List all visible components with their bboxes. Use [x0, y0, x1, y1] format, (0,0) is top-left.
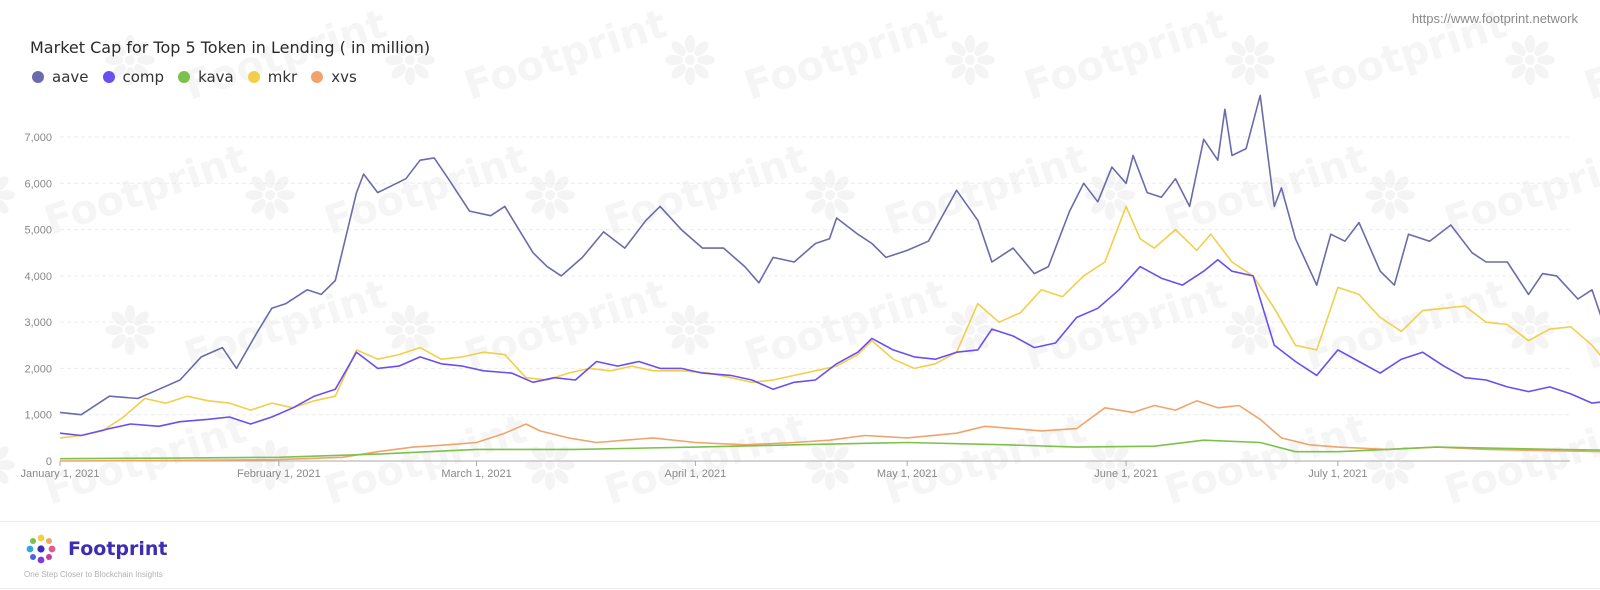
x-tick-label: January 1, 2021 — [21, 468, 100, 480]
x-tick-label: April 1, 2021 — [665, 468, 727, 480]
y-tick-label: 4,000 — [24, 271, 52, 283]
series-line-aave[interactable] — [59, 94, 1600, 416]
chart-legend: aave comp kava mkr xvs — [32, 68, 357, 86]
legend-dot-kava — [178, 71, 191, 83]
y-tick-label: 5,000 — [24, 225, 52, 237]
chart-title: Market Cap for Top 5 Token in Lending ( … — [30, 38, 431, 57]
legend-label-aave: aave — [52, 68, 89, 86]
series-line-kava[interactable] — [59, 439, 1600, 460]
footprint-logo-icon — [26, 534, 56, 564]
site-url[interactable]: https://www.footprint.network — [1411, 11, 1578, 26]
y-tick-label: 0 — [46, 456, 52, 468]
series-line-comp[interactable] — [59, 258, 1600, 437]
x-tick-label: March 1, 2021 — [441, 468, 511, 480]
brand-logo[interactable]: Footprint — [24, 532, 168, 566]
x-tick-label: May 1, 2021 — [877, 468, 938, 480]
x-tick-label: February 1, 2021 — [237, 468, 321, 480]
legend-item-xvs[interactable]: xvs — [311, 68, 357, 86]
brand-name: Footprint — [68, 538, 168, 560]
legend-dot-xvs — [311, 71, 324, 83]
y-tick-label: 2,000 — [24, 363, 52, 375]
series-line-mkr[interactable] — [59, 205, 1600, 439]
x-tick-label: July 1, 2021 — [1308, 468, 1367, 480]
series-line-xvs[interactable] — [59, 400, 1600, 462]
y-tick-label: 6,000 — [24, 178, 52, 190]
legend-dot-comp — [102, 71, 115, 83]
x-tick-label: June 1, 2021 — [1094, 468, 1158, 480]
legend-label-kava: kava — [198, 68, 234, 86]
line-chart[interactable]: 0 1,000 2,000 3,000 4,000 5,000 6,000 7,000 Janu… — [0, 0, 1600, 520]
legend-dot-mkr — [247, 71, 260, 83]
footer-divider — [0, 521, 1600, 522]
footer-bottom-divider — [0, 588, 1600, 589]
legend-label-comp: comp — [122, 68, 165, 86]
y-tick-label: 3,000 — [24, 317, 52, 329]
legend-item-kava[interactable]: kava — [178, 68, 234, 86]
legend-item-mkr[interactable]: mkr — [247, 68, 298, 86]
y-tick-label: 1,000 — [24, 410, 52, 422]
brand-tagline: One Step Closer to Blockchain Insights — [24, 570, 163, 579]
legend-label-mkr: mkr — [267, 68, 298, 86]
legend-label-xvs: xvs — [331, 68, 357, 86]
y-tick-label: 7,000 — [24, 132, 52, 144]
legend-item-aave[interactable]: aave — [32, 68, 89, 86]
legend-dot-aave — [32, 71, 44, 83]
legend-item-comp[interactable]: comp — [102, 68, 165, 86]
